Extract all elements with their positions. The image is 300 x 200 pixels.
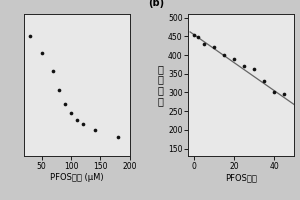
X-axis label: PFOS浓度: PFOS浓度 [225,173,257,182]
Point [222,54,226,57]
Point [57,88,62,91]
Point [92,128,97,132]
Point [116,136,121,139]
Point [51,70,56,73]
Point [252,67,256,71]
Point [272,91,276,94]
Point [63,102,68,106]
Point [80,123,85,126]
Point [202,42,206,45]
Point [242,65,247,68]
X-axis label: PFOS浓度 (μM): PFOS浓度 (μM) [50,173,104,182]
Point [232,57,236,60]
Point [28,34,32,38]
Point [192,33,197,36]
Point [212,45,217,48]
Point [282,92,286,95]
Point [74,119,79,122]
Point [262,80,266,83]
Y-axis label: 荧
光
强
度: 荧 光 强 度 [158,64,164,106]
Text: (b): (b) [148,0,164,8]
Point [69,111,74,115]
Point [196,36,200,39]
Point [39,52,44,55]
